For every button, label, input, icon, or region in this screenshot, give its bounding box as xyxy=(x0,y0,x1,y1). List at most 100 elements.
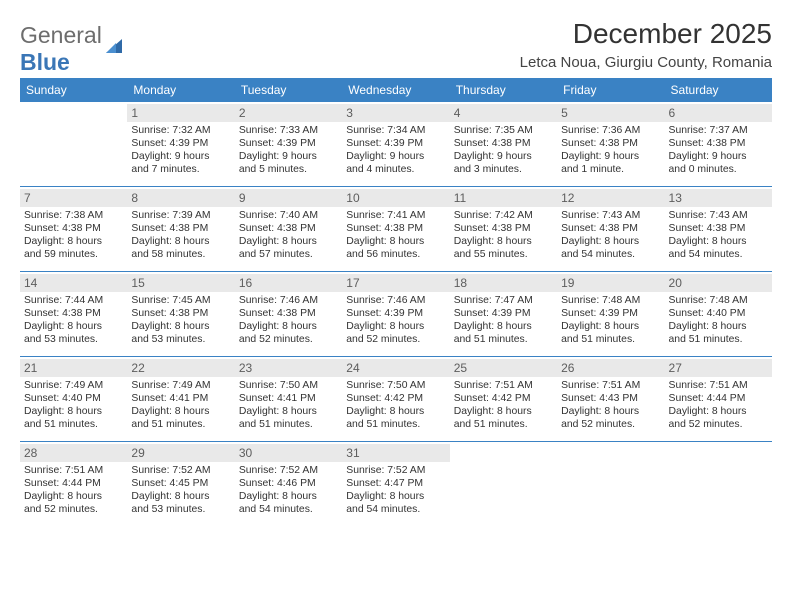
daylight-line: Daylight: 8 hours xyxy=(239,320,338,333)
day-number: 1 xyxy=(127,104,234,122)
calendar-cell: 2Sunrise: 7:33 AMSunset: 4:39 PMDaylight… xyxy=(235,102,342,186)
daylight-line: Daylight: 8 hours xyxy=(346,490,445,503)
day-number: 10 xyxy=(342,189,449,207)
sunset-line: Sunset: 4:42 PM xyxy=(454,392,553,405)
sunset-line: Sunset: 4:41 PM xyxy=(131,392,230,405)
daylight-line: Daylight: 9 hours xyxy=(346,150,445,163)
day-number: 4 xyxy=(450,104,557,122)
day-number: 14 xyxy=(20,274,127,292)
sunset-line: Sunset: 4:38 PM xyxy=(454,137,553,150)
sunset-line: Sunset: 4:41 PM xyxy=(239,392,338,405)
daylight-line: Daylight: 9 hours xyxy=(669,150,768,163)
calendar-cell: 22 Sunrise: 7:49 AMSunset: 4:41 PMDayligh… xyxy=(127,357,234,441)
daylight-line: Daylight: 8 hours xyxy=(239,490,338,503)
sunset-line: Sunset: 4:39 PM xyxy=(239,137,338,150)
sunrise-line: Sunrise: 7:43 AM xyxy=(561,209,660,222)
daylight-line: Daylight: 8 hours xyxy=(131,235,230,248)
sunset-line: Sunset: 4:39 PM xyxy=(561,307,660,320)
calendar-cell: 6 Sunrise: 7:37 AMSunset: 4:38 PMDaylight… xyxy=(665,102,772,186)
sunset-line: Sunset: 4:38 PM xyxy=(454,222,553,235)
daylight-line: and 51 minutes. xyxy=(131,418,230,431)
calendar-cell xyxy=(20,102,127,186)
weekday-header-row: Sunday Monday Tuesday Wednesday Thursday… xyxy=(20,78,772,102)
sunrise-line: Sunrise: 7:42 AM xyxy=(454,209,553,222)
sunset-line: Sunset: 4:38 PM xyxy=(669,137,768,150)
sunset-line: Sunset: 4:43 PM xyxy=(561,392,660,405)
calendar-cell: 12Sunrise: 7:43 AMSunset: 4:38 PMDayligh… xyxy=(557,187,664,271)
calendar-cell: 8Sunrise: 7:39 AMSunset: 4:38 PMDaylight… xyxy=(127,187,234,271)
daylight-line: and 54 minutes. xyxy=(561,248,660,261)
sunset-line: Sunset: 4:44 PM xyxy=(24,477,123,490)
sunrise-line: Sunrise: 7:52 AM xyxy=(239,464,338,477)
calendar: Sunday Monday Tuesday Wednesday Thursday… xyxy=(20,78,772,526)
day-number: 6 xyxy=(665,104,772,122)
calendar-week: 21Sunrise: 7:49 AMSunset: 4:40 PMDayligh… xyxy=(20,357,772,442)
daylight-line: and 51 minutes. xyxy=(239,418,338,431)
daylight-line: Daylight: 8 hours xyxy=(669,405,768,418)
day-number: 22 xyxy=(127,359,234,377)
daylight-line: and 0 minutes. xyxy=(669,163,768,176)
calendar-cell: 4Sunrise: 7:35 AMSunset: 4:38 PMDaylight… xyxy=(450,102,557,186)
calendar-cell: 18Sunrise: 7:47 AMSunset: 4:39 PMDayligh… xyxy=(450,272,557,356)
weekday-header: Thursday xyxy=(450,78,557,102)
day-number: 29 xyxy=(127,444,234,462)
daylight-line: Daylight: 8 hours xyxy=(131,405,230,418)
daylight-line: Daylight: 8 hours xyxy=(131,490,230,503)
daylight-line: and 4 minutes. xyxy=(346,163,445,176)
calendar-week: 28Sunrise: 7:51 AMSunset: 4:44 PMDayligh… xyxy=(20,442,772,526)
calendar-cell: 10Sunrise: 7:41 AMSunset: 4:38 PMDayligh… xyxy=(342,187,449,271)
daylight-line: Daylight: 8 hours xyxy=(24,405,123,418)
calendar-cell: 23Sunrise: 7:50 AMSunset: 4:41 PMDayligh… xyxy=(235,357,342,441)
sunrise-line: Sunrise: 7:51 AM xyxy=(561,379,660,392)
calendar-cell xyxy=(557,442,664,526)
sunrise-line: Sunrise: 7:49 AM xyxy=(131,379,230,392)
sunrise-line: Sunrise: 7:52 AM xyxy=(131,464,230,477)
logo: General Blue xyxy=(20,22,124,76)
daylight-line: and 3 minutes. xyxy=(454,163,553,176)
daylight-line: and 51 minutes. xyxy=(454,418,553,431)
sunrise-line: Sunrise: 7:37 AM xyxy=(669,124,768,137)
daylight-line: Daylight: 8 hours xyxy=(561,235,660,248)
daylight-line: Daylight: 8 hours xyxy=(24,490,123,503)
day-number: 31 xyxy=(342,444,449,462)
sunrise-line: Sunrise: 7:51 AM xyxy=(24,464,123,477)
daylight-line: and 52 minutes. xyxy=(669,418,768,431)
daylight-line: Daylight: 8 hours xyxy=(561,405,660,418)
sunrise-line: Sunrise: 7:45 AM xyxy=(131,294,230,307)
calendar-cell: 3Sunrise: 7:34 AMSunset: 4:39 PMDaylight… xyxy=(342,102,449,186)
calendar-cell: 16Sunrise: 7:46 AMSunset: 4:38 PMDayligh… xyxy=(235,272,342,356)
sunset-line: Sunset: 4:38 PM xyxy=(131,222,230,235)
calendar-cell: 9Sunrise: 7:40 AMSunset: 4:38 PMDaylight… xyxy=(235,187,342,271)
sunrise-line: Sunrise: 7:33 AM xyxy=(239,124,338,137)
sunset-line: Sunset: 4:46 PM xyxy=(239,477,338,490)
daylight-line: Daylight: 8 hours xyxy=(24,235,123,248)
day-number: 26 xyxy=(557,359,664,377)
sunrise-line: Sunrise: 7:41 AM xyxy=(346,209,445,222)
sunset-line: Sunset: 4:45 PM xyxy=(131,477,230,490)
daylight-line: and 55 minutes. xyxy=(454,248,553,261)
calendar-cell: 20Sunrise: 7:48 AMSunset: 4:40 PMDayligh… xyxy=(665,272,772,356)
logo-word-general: General xyxy=(20,22,102,48)
sunset-line: Sunset: 4:47 PM xyxy=(346,477,445,490)
sunrise-line: Sunrise: 7:50 AM xyxy=(346,379,445,392)
daylight-line: Daylight: 8 hours xyxy=(669,320,768,333)
sunrise-line: Sunrise: 7:44 AM xyxy=(24,294,123,307)
calendar-week: 1Sunrise: 7:32 AMSunset: 4:39 PMDaylight… xyxy=(20,102,772,187)
sunrise-line: Sunrise: 7:50 AM xyxy=(239,379,338,392)
daylight-line: and 58 minutes. xyxy=(131,248,230,261)
daylight-line: Daylight: 9 hours xyxy=(131,150,230,163)
sunset-line: Sunset: 4:38 PM xyxy=(346,222,445,235)
sunset-line: Sunset: 4:39 PM xyxy=(454,307,553,320)
sunrise-line: Sunrise: 7:48 AM xyxy=(669,294,768,307)
weekday-header: Wednesday xyxy=(342,78,449,102)
day-number: 25 xyxy=(450,359,557,377)
sunrise-line: Sunrise: 7:39 AM xyxy=(131,209,230,222)
daylight-line: Daylight: 8 hours xyxy=(24,320,123,333)
daylight-line: and 59 minutes. xyxy=(24,248,123,261)
daylight-line: and 51 minutes. xyxy=(346,418,445,431)
daylight-line: Daylight: 9 hours xyxy=(239,150,338,163)
calendar-cell: 29 Sunrise: 7:52 AMSunset: 4:45 PMDayligh… xyxy=(127,442,234,526)
sunrise-line: Sunrise: 7:52 AM xyxy=(346,464,445,477)
daylight-line: Daylight: 8 hours xyxy=(346,320,445,333)
calendar-cell: 26 Sunrise: 7:51 AMSunset: 4:43 PMDayligh… xyxy=(557,357,664,441)
